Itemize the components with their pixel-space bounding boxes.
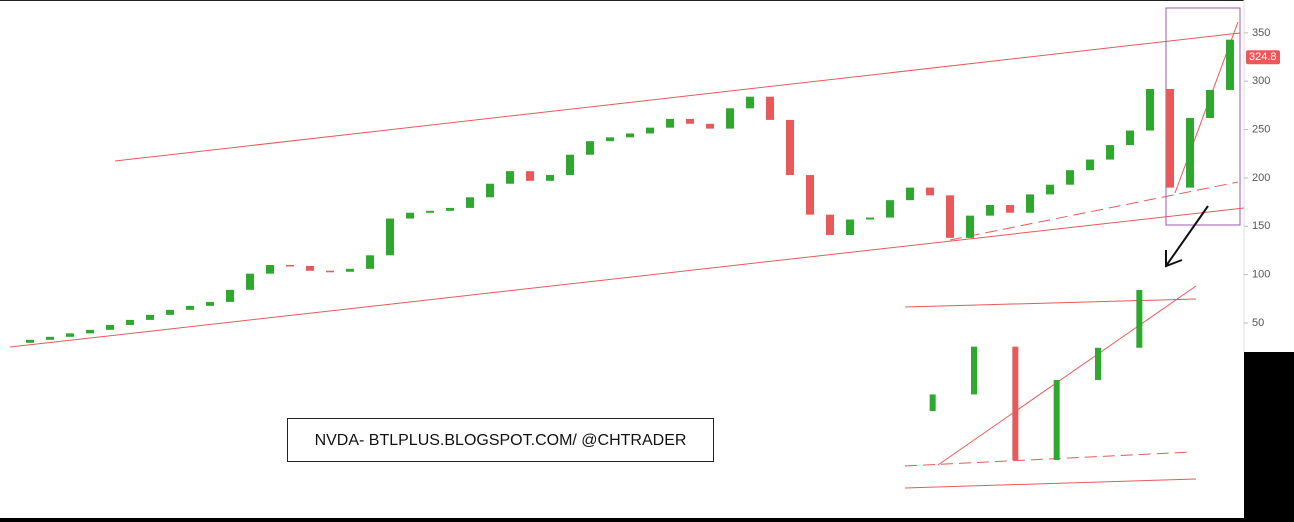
- candle: [506, 171, 514, 184]
- y-tick-label: 300: [1252, 75, 1270, 87]
- candle: [286, 264, 294, 267]
- trend-line: [114, 32, 1241, 162]
- candle: [666, 118, 674, 128]
- annotation-box: NVDA- BTLPLUS.BLOGSPOT.COM/ @CHTRADER: [287, 418, 714, 462]
- candle: [926, 187, 934, 196]
- trend-line: [949, 181, 1239, 241]
- trend-line: [904, 298, 1197, 308]
- candle: [326, 270, 334, 273]
- candle: [446, 207, 454, 211]
- candle: [866, 217, 874, 220]
- candle: [566, 154, 574, 176]
- candle: [1086, 159, 1094, 171]
- bottom-bar: [0, 518, 1294, 522]
- candle: [906, 187, 914, 201]
- candle: [806, 175, 814, 215]
- trend-line: [9, 207, 1245, 348]
- arrow: [1165, 205, 1209, 268]
- y-tick-label: 50: [1252, 317, 1264, 329]
- candle: [426, 210, 434, 213]
- candle: [526, 171, 534, 181]
- candle: [1206, 89, 1214, 118]
- inset-candle: [1136, 290, 1143, 348]
- trend-line: [904, 478, 1197, 489]
- candle: [846, 219, 854, 235]
- candle: [346, 268, 354, 272]
- candle: [386, 218, 394, 256]
- candle: [606, 137, 614, 142]
- y-tick-label: 100: [1252, 269, 1270, 281]
- candle: [1226, 39, 1234, 90]
- candle: [886, 200, 894, 218]
- candle: [1026, 194, 1034, 213]
- y-tick-label: 200: [1252, 172, 1270, 184]
- trend-line: [937, 285, 1197, 466]
- candle: [266, 264, 274, 274]
- trend-line: [904, 451, 1193, 467]
- candle: [1186, 117, 1194, 188]
- candle: [626, 133, 634, 138]
- candle: [206, 301, 214, 306]
- candle: [146, 314, 154, 320]
- candle: [1166, 88, 1174, 188]
- candle: [126, 319, 134, 325]
- candle: [686, 118, 694, 124]
- last-price-label: 324.8: [1249, 51, 1277, 63]
- candle: [786, 119, 794, 176]
- candle: [86, 329, 94, 334]
- candle: [1066, 170, 1074, 185]
- candle: [1046, 184, 1054, 195]
- candle: [586, 141, 594, 155]
- candle: [66, 333, 74, 337]
- candle: [1006, 205, 1014, 213]
- inset-candle: [1053, 380, 1060, 460]
- candle: [166, 309, 174, 315]
- candle: [706, 123, 714, 129]
- inset-candle: [971, 346, 977, 395]
- candle: [366, 255, 374, 269]
- last-price-tag: [1246, 50, 1280, 65]
- candle: [546, 175, 554, 181]
- y-tick-label: 150: [1252, 220, 1270, 232]
- candle: [106, 324, 114, 330]
- inset-candles: [929, 290, 1143, 460]
- candle: [946, 195, 954, 238]
- inset-candle: [929, 394, 936, 412]
- black-area: [1244, 352, 1294, 522]
- candle: [46, 336, 54, 340]
- candle: [1126, 130, 1134, 146]
- y-tick-label: 250: [1252, 123, 1270, 135]
- candle: [766, 96, 774, 120]
- candle: [1146, 88, 1154, 131]
- candle: [726, 108, 734, 129]
- candle: [186, 305, 194, 310]
- candle: [646, 127, 654, 134]
- inset-candle: [1095, 347, 1101, 380]
- candle: [306, 265, 314, 271]
- candle: [26, 339, 34, 343]
- trend-lines: [9, 21, 1245, 489]
- candle: [986, 205, 994, 216]
- candle: [246, 273, 254, 290]
- candle: [1106, 145, 1114, 160]
- candle: [406, 212, 414, 219]
- inset-candle: [1012, 346, 1019, 460]
- candle: [486, 183, 494, 198]
- candle: [226, 289, 234, 302]
- candle: [466, 197, 474, 208]
- candle: [826, 214, 834, 235]
- candle: [966, 215, 974, 238]
- y-tick-label: 350: [1252, 27, 1270, 39]
- candles: [26, 39, 1234, 343]
- candle: [746, 96, 754, 109]
